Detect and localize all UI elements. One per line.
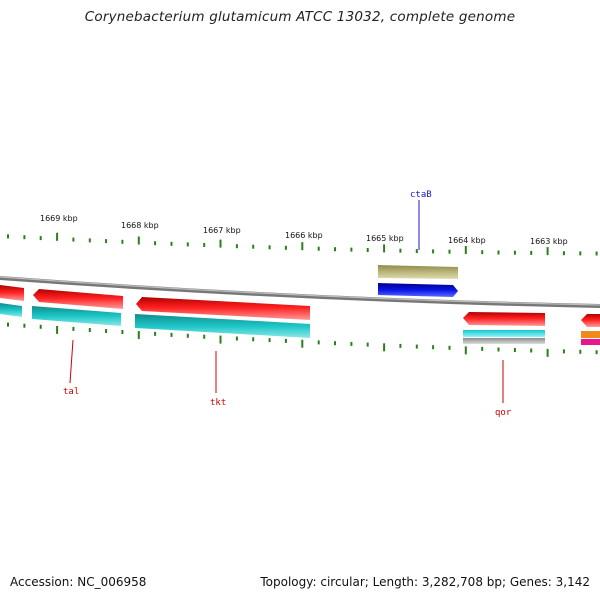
leader-tal [69, 339, 74, 384]
scale-label-1668: 1668 kbp [121, 221, 159, 230]
track-tal-cyan[interactable] [32, 306, 121, 326]
genome-summary: Topology: circular; Length: 3,282,708 bp… [260, 575, 590, 589]
reverse-cds-row [0, 285, 600, 327]
scale-label-1664: 1664 kbp [448, 236, 486, 245]
scale-label-1663: 1663 kbp [530, 237, 568, 246]
scale-labels: 1669 kbp 1668 kbp 1667 kbp 1666 kbp 1665… [40, 214, 568, 246]
map-title: Corynebacterium glutamicum ATCC 13032, c… [84, 9, 516, 25]
genome-backbone [0, 276, 600, 308]
track-qor-gray[interactable] [463, 338, 545, 344]
accession-text: Accession: NC_006958 [10, 575, 147, 589]
gene-qor-cds[interactable] [463, 312, 545, 326]
scale-label-1665: 1665 kbp [366, 234, 404, 243]
genome-backbone-highlight [0, 276, 600, 306]
track-qor-lightcyan[interactable] [463, 330, 545, 337]
forward-features [378, 265, 458, 297]
gene-tkt-cds[interactable] [136, 297, 310, 320]
scale-label-1669: 1669 kbp [40, 214, 78, 223]
scale-ticks-outer [7, 232, 598, 256]
gene-cds-right-edge[interactable] [581, 314, 600, 327]
label-tal[interactable]: tal [63, 387, 79, 397]
gene-cds-left-edge[interactable] [0, 285, 24, 301]
label-qor[interactable]: qor [495, 408, 512, 418]
label-tkt[interactable]: tkt [210, 398, 226, 408]
scale-ticks-inner [7, 322, 598, 357]
track-pink-right[interactable] [581, 339, 600, 345]
track-tkt-cyan[interactable] [135, 314, 310, 338]
gene-tal-cds[interactable] [33, 289, 123, 309]
gene-ctab-cds[interactable] [378, 283, 458, 297]
track-orange-right[interactable] [581, 331, 600, 338]
gene-labels: ctaB tal tkt qor [63, 190, 512, 418]
feature-ctab-olive[interactable] [378, 265, 458, 279]
scale-label-1666: 1666 kbp [285, 231, 323, 240]
label-ctab[interactable]: ctaB [410, 190, 432, 200]
secondary-tracks [0, 303, 600, 345]
track-cyan-left-edge[interactable] [0, 303, 22, 317]
scale-label-1667: 1667 kbp [203, 226, 241, 235]
